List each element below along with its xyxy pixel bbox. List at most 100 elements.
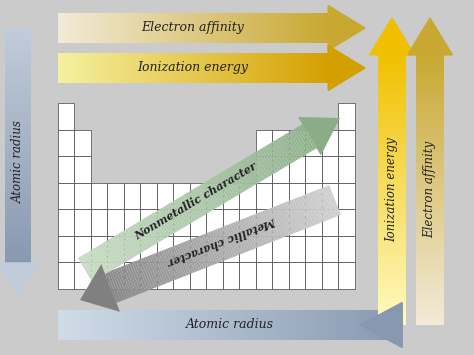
Bar [416, 302, 444, 305]
Bar [394, 310, 397, 340]
Bar [272, 13, 274, 43]
Bar [378, 89, 406, 91]
Polygon shape [168, 247, 182, 278]
Bar [175, 13, 177, 43]
Bar [58, 156, 74, 182]
Bar [5, 124, 31, 126]
Bar [416, 176, 444, 179]
Bar [99, 13, 101, 43]
Bar [223, 182, 239, 209]
Bar [239, 182, 256, 209]
Bar [416, 57, 444, 59]
Polygon shape [199, 235, 213, 266]
Bar [289, 235, 306, 262]
Bar [264, 310, 267, 340]
Bar [345, 310, 348, 340]
Bar [5, 237, 31, 240]
Bar [5, 165, 31, 167]
Bar [281, 13, 283, 43]
Polygon shape [127, 227, 144, 253]
Polygon shape [302, 195, 316, 225]
Bar [5, 58, 31, 59]
Polygon shape [219, 227, 233, 258]
Polygon shape [266, 209, 280, 240]
Bar [5, 236, 31, 237]
Bar [378, 280, 406, 282]
Bar [5, 212, 31, 214]
Bar [5, 136, 31, 138]
Bar [5, 206, 31, 208]
Polygon shape [165, 204, 182, 230]
Bar [231, 53, 234, 83]
Bar [168, 53, 171, 83]
Bar [378, 237, 406, 240]
Bar [416, 64, 444, 66]
Bar [416, 73, 444, 75]
Bar [140, 182, 157, 209]
Bar [324, 53, 326, 83]
Polygon shape [188, 191, 204, 217]
Bar [161, 310, 164, 340]
Bar [202, 53, 204, 83]
Bar [5, 67, 31, 69]
Bar [157, 262, 173, 289]
Bar [108, 53, 110, 83]
Polygon shape [156, 210, 173, 235]
Bar [112, 310, 115, 340]
Bar [378, 260, 406, 262]
Bar [378, 185, 406, 188]
Bar [256, 235, 273, 262]
Polygon shape [107, 239, 124, 264]
Bar [302, 310, 305, 340]
Bar [416, 62, 444, 64]
Bar [114, 53, 117, 83]
Bar [378, 264, 406, 267]
Bar [171, 53, 173, 83]
Polygon shape [235, 221, 249, 252]
Polygon shape [273, 206, 287, 237]
Bar [378, 165, 406, 168]
Bar [5, 79, 31, 81]
Polygon shape [278, 138, 294, 163]
Bar [5, 46, 31, 48]
Bar [58, 182, 74, 209]
Polygon shape [138, 220, 155, 246]
Bar [247, 13, 249, 43]
Polygon shape [300, 196, 314, 226]
Bar [416, 158, 444, 161]
Bar [289, 209, 306, 235]
Bar [416, 95, 444, 98]
Polygon shape [233, 222, 246, 253]
Bar [5, 93, 31, 94]
Bar [5, 257, 31, 259]
Bar [378, 226, 406, 228]
Bar [416, 255, 444, 257]
Bar [416, 93, 444, 95]
Bar [227, 310, 230, 340]
Bar [261, 53, 263, 83]
Polygon shape [118, 233, 135, 258]
Bar [273, 156, 289, 182]
Bar [285, 310, 288, 340]
Bar [416, 251, 444, 253]
Polygon shape [116, 268, 130, 299]
Bar [378, 174, 406, 176]
Bar [73, 310, 75, 340]
Bar [182, 310, 184, 340]
Bar [265, 13, 267, 43]
Bar [95, 310, 98, 340]
Polygon shape [192, 189, 209, 214]
Bar [164, 310, 167, 340]
Bar [378, 129, 406, 131]
Bar [5, 100, 31, 102]
Bar [310, 53, 312, 83]
Bar [94, 13, 96, 43]
Bar [74, 209, 91, 235]
Bar [306, 130, 322, 156]
Bar [64, 310, 67, 340]
Bar [378, 158, 406, 161]
Bar [378, 289, 406, 291]
Polygon shape [188, 240, 202, 271]
Bar [213, 13, 216, 43]
Bar [378, 296, 406, 298]
